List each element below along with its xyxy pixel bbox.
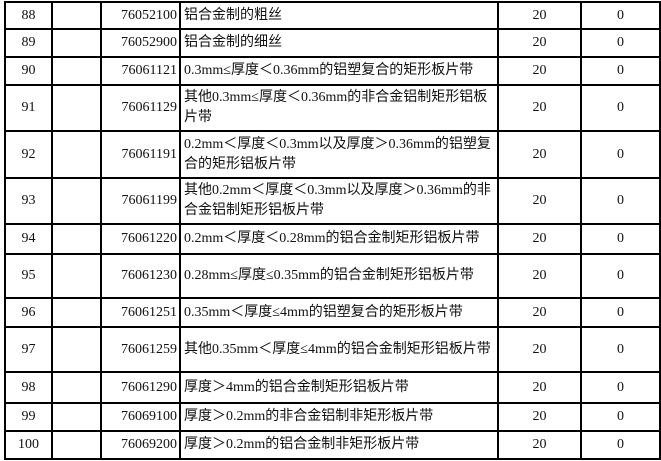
- empty-cell: [51, 326, 102, 373]
- table-row: 94 76061220 0.2mm＜厚度＜0.28mm的铝合金制矩形铝板片带 20 0: [4, 223, 661, 255]
- row-number: 89: [4, 28, 53, 58]
- description: 铝合金制的粗丝: [179, 1, 499, 30]
- rate-1: 20: [497, 326, 582, 373]
- row-number: 91: [4, 84, 53, 132]
- row-number: 95: [4, 253, 53, 299]
- hs-code: 76061259: [100, 326, 181, 373]
- rate-2: 0: [580, 371, 661, 404]
- table-row: 93 76061199 其他0.2mm＜厚度＜0.3mm以及厚度＞0.36mm的非合…: [4, 177, 661, 225]
- rate-1: 20: [497, 1, 582, 30]
- rate-2: 0: [580, 223, 661, 255]
- rate-2: 0: [580, 402, 661, 432]
- rate-2: 0: [580, 430, 661, 460]
- table-row: 89 76052900 铝合金制的细丝 20 0: [4, 28, 661, 58]
- hs-code: 76052900: [100, 28, 181, 58]
- rate-2: 0: [580, 177, 661, 225]
- rate-2: 0: [580, 28, 661, 58]
- description: 其他0.3mm≤厚度＜0.36mm的非合金铝制矩形铝板片带: [179, 84, 499, 132]
- rate-2: 0: [580, 130, 661, 179]
- empty-cell: [51, 430, 102, 460]
- description: 厚度＞0.2mm的非合金铝制非矩形板片带: [179, 402, 499, 432]
- empty-cell: [51, 402, 102, 432]
- hs-code: 76061230: [100, 253, 181, 299]
- rate-1: 20: [497, 402, 582, 432]
- empty-cell: [51, 223, 102, 255]
- description: 0.35mm＜厚度≤4mm的铝塑复合的矩形板片带: [179, 297, 499, 328]
- table-row: 98 76061290 厚度＞4mm的铝合金制矩形铝板片带 20 0: [4, 371, 661, 404]
- hs-code: 76061129: [100, 84, 181, 132]
- description: 0.2mm＜厚度＜0.3mm以及厚度＞0.36mm的铝塑复合的矩形铝板片带: [179, 130, 499, 179]
- description: 厚度＞4mm的铝合金制矩形铝板片带: [179, 371, 499, 404]
- empty-cell: [51, 28, 102, 58]
- description: 0.2mm＜厚度＜0.28mm的铝合金制矩形铝板片带: [179, 223, 499, 255]
- rate-2: 0: [580, 84, 661, 132]
- hs-code: 76061251: [100, 297, 181, 328]
- description: 铝合金制的细丝: [179, 28, 499, 58]
- rate-2: 0: [580, 297, 661, 328]
- empty-cell: [51, 253, 102, 299]
- rate-2: 0: [580, 326, 661, 373]
- description: 0.28mm≤厚度≤0.35mm的铝合金制矩形铝板片带: [179, 253, 499, 299]
- row-number: 100: [4, 430, 53, 460]
- table-row: 96 76061251 0.35mm＜厚度≤4mm的铝塑复合的矩形板片带 20 0: [4, 297, 661, 328]
- table-row: 91 76061129 其他0.3mm≤厚度＜0.36mm的非合金铝制矩形铝板片带 2…: [4, 84, 661, 132]
- rate-1: 20: [497, 28, 582, 58]
- empty-cell: [51, 177, 102, 225]
- rate-1: 20: [497, 223, 582, 255]
- table-row: 95 76061230 0.28mm≤厚度≤0.35mm的铝合金制矩形铝板片带 20 0: [4, 253, 661, 299]
- hs-code: 76061191: [100, 130, 181, 179]
- row-number: 97: [4, 326, 53, 373]
- description: 0.3mm≤厚度＜0.36mm的铝塑复合的矩形板片带: [179, 56, 499, 86]
- row-number: 93: [4, 177, 53, 225]
- description: 其他0.2mm＜厚度＜0.3mm以及厚度＞0.36mm的非合金铝制矩形铝板片带: [179, 177, 499, 225]
- rate-1: 20: [497, 56, 582, 86]
- empty-cell: [51, 371, 102, 404]
- tariff-table: 88 76052100 铝合金制的粗丝 20 0 89 76052900 铝合金制的细丝 20 0…: [4, 1, 661, 460]
- row-number: 96: [4, 297, 53, 328]
- description: 其他0.35mm＜厚度≤4mm的铝合金制矩形铝板片带: [179, 326, 499, 373]
- hs-code: 76052100: [100, 1, 181, 30]
- table-row: 90 76061121 0.3mm≤厚度＜0.36mm的铝塑复合的矩形板片带 20 0: [4, 56, 661, 86]
- empty-cell: [51, 56, 102, 86]
- rate-1: 20: [497, 84, 582, 132]
- rate-1: 20: [497, 430, 582, 460]
- table-row: 88 76052100 铝合金制的粗丝 20 0: [4, 1, 661, 30]
- row-number: 94: [4, 223, 53, 255]
- table-row: 100 76069200 厚度＞0.2mm的铝合金制非矩形板片带 20 0: [4, 430, 661, 460]
- row-number: 98: [4, 371, 53, 404]
- rate-1: 20: [497, 371, 582, 404]
- rate-2: 0: [580, 253, 661, 299]
- table-row: 99 76069100 厚度＞0.2mm的非合金铝制非矩形板片带 20 0: [4, 402, 661, 432]
- row-number: 99: [4, 402, 53, 432]
- rate-1: 20: [497, 177, 582, 225]
- empty-cell: [51, 130, 102, 179]
- rate-2: 0: [580, 56, 661, 86]
- rate-1: 20: [497, 253, 582, 299]
- hs-code: 76069200: [100, 430, 181, 460]
- description: 厚度＞0.2mm的铝合金制非矩形板片带: [179, 430, 499, 460]
- rate-2: 0: [580, 1, 661, 30]
- empty-cell: [51, 297, 102, 328]
- rate-1: 20: [497, 297, 582, 328]
- hs-code: 76061290: [100, 371, 181, 404]
- row-number: 90: [4, 56, 53, 86]
- rate-1: 20: [497, 130, 582, 179]
- hs-code: 76069100: [100, 402, 181, 432]
- hs-code: 76061121: [100, 56, 181, 86]
- table-row: 92 76061191 0.2mm＜厚度＜0.3mm以及厚度＞0.36mm的铝塑复合…: [4, 130, 661, 179]
- table-row: 97 76061259 其他0.35mm＜厚度≤4mm的铝合金制矩形铝板片带 20 0: [4, 326, 661, 373]
- row-number: 92: [4, 130, 53, 179]
- hs-code: 76061220: [100, 223, 181, 255]
- empty-cell: [51, 1, 102, 30]
- empty-cell: [51, 84, 102, 132]
- row-number: 88: [4, 1, 53, 30]
- hs-code: 76061199: [100, 177, 181, 225]
